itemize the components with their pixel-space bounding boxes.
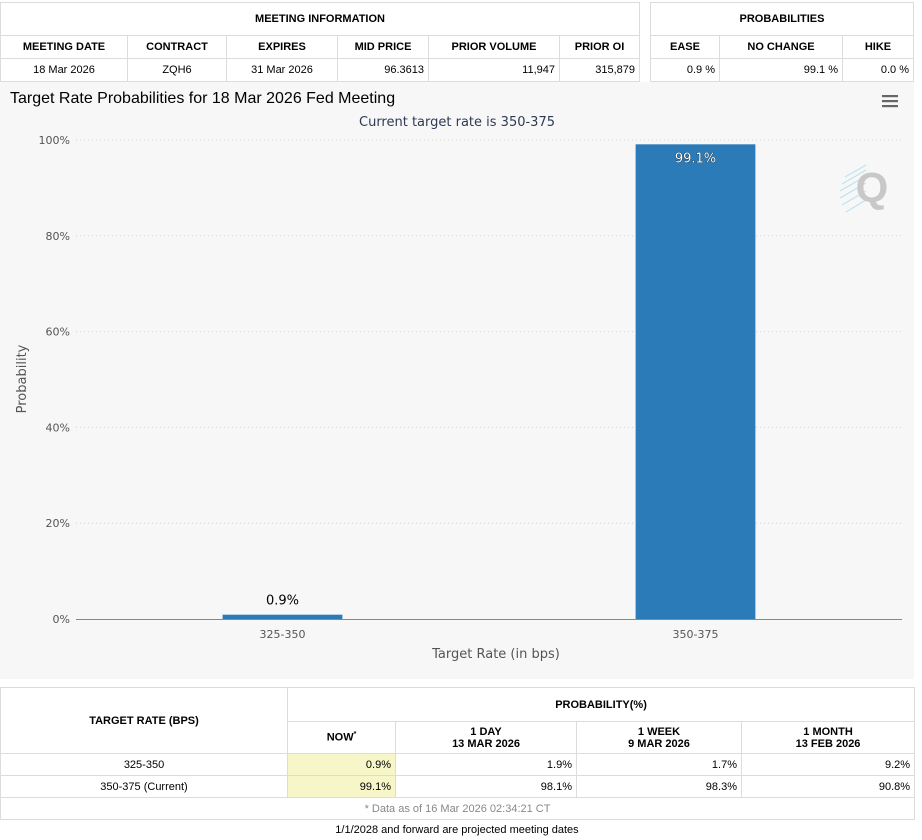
probability-chart: Target Rate Probabilities for 18 Mar 202… xyxy=(10,90,902,662)
bar-325-350 xyxy=(222,614,343,619)
rate-cell: 325-350 xyxy=(0,753,288,776)
col-1-week-label: 1 WEEK xyxy=(637,725,681,738)
col-meeting-date: MEETING DATE xyxy=(0,35,128,59)
data-label: 0.9% xyxy=(266,594,299,609)
y-tick-label: 80% xyxy=(46,230,70,243)
col-1-day-date: 13 MAR 2026 xyxy=(452,737,520,750)
chart-subtitle: Current target rate is 350-375 xyxy=(359,115,555,130)
col-expires: EXPIRES xyxy=(226,35,338,59)
col-1-day-label: 1 DAY xyxy=(470,725,502,738)
chart-panel: Target Rate Probabilities for 18 Mar 202… xyxy=(0,82,914,679)
col-prior-oi: PRIOR OI xyxy=(558,35,641,59)
bar-350-375 xyxy=(635,144,756,619)
x-axis-title: Target Rate (in bps) xyxy=(431,647,560,662)
now-cell: 0.9% xyxy=(287,753,396,776)
y-tick-label: 20% xyxy=(46,517,70,530)
one-month-cell: 90.8% xyxy=(740,775,916,798)
col-hike: HIKE xyxy=(841,35,915,59)
col-1-day: 1 DAY 13 MAR 2026 xyxy=(395,721,577,754)
col-target-rate: TARGET RATE (BPS) xyxy=(0,687,288,754)
col-now-sup: * xyxy=(353,731,357,739)
q-logo: Q xyxy=(839,164,889,213)
col-ease: EASE xyxy=(650,35,720,59)
x-tick-label: 350-375 xyxy=(673,628,719,641)
prior-oi-value: 315,879 xyxy=(558,58,641,82)
probability-history-table: TARGET RATE (BPS) PROBABILITY(%) NOW* 1 … xyxy=(0,687,916,820)
y-tick-label: 60% xyxy=(46,326,70,339)
x-tick-labels: 325-350 350-375 xyxy=(260,628,719,641)
footer-note: 1/1/2028 and forward are projected meeti… xyxy=(335,824,579,836)
no-change-value: 99.1 % xyxy=(719,58,843,82)
col-now: NOW* xyxy=(287,721,396,754)
contract-value: ZQH6 xyxy=(127,58,227,82)
table-row: 325-350 0.9% 1.9% 1.7% 9.2% xyxy=(0,753,916,776)
now-cell: 99.1% xyxy=(287,775,396,798)
one-day-cell: 98.1% xyxy=(395,775,577,798)
col-1-week: 1 WEEK 9 MAR 2026 xyxy=(576,721,742,754)
col-mid-price: MID PRICE xyxy=(337,35,429,59)
one-week-cell: 98.3% xyxy=(576,775,742,798)
chart-title: Target Rate Probabilities for 18 Mar 202… xyxy=(10,90,395,107)
ease-value: 0.9 % xyxy=(650,58,720,82)
y-tick-label: 100% xyxy=(39,134,70,147)
meeting-date-value: 18 Mar 2026 xyxy=(0,58,128,82)
y-tick-labels: 0% 20% 40% 60% 80% 100% xyxy=(39,134,70,626)
hike-value: 0.0 % xyxy=(841,58,915,82)
expires-value: 31 Mar 2026 xyxy=(226,58,338,82)
data-label: 99.1% xyxy=(675,151,716,166)
probabilities-table: PROBABILITIES EASE NO CHANGE HIKE 0.9 % … xyxy=(649,2,915,82)
table-row: 350-375 (Current) 99.1% 98.1% 98.3% 90.8… xyxy=(0,775,916,798)
probability-group-header: PROBABILITY(%) xyxy=(286,687,916,722)
col-no-change: NO CHANGE xyxy=(719,35,843,59)
meeting-information-title: MEETING INFORMATION xyxy=(0,2,641,36)
col-1-month: 1 MONTH 13 FEB 2026 xyxy=(740,721,916,754)
bars: 0.9% 99.1% xyxy=(222,144,756,619)
mid-price-value: 96.3613 xyxy=(337,58,429,82)
col-contract: CONTRACT xyxy=(127,35,227,59)
rate-cell: 350-375 (Current) xyxy=(0,775,288,798)
y-tick-label: 0% xyxy=(53,613,70,626)
grid-lines xyxy=(76,139,902,620)
data-timestamp-note: * Data as of 16 Mar 2026 02:34:21 CT xyxy=(0,797,916,820)
y-axis-title: Probability xyxy=(15,344,30,413)
y-tick-label: 40% xyxy=(46,421,70,434)
hamburger-menu-icon[interactable] xyxy=(880,94,900,110)
col-1-month-label: 1 MONTH xyxy=(803,725,853,738)
col-1-month-date: 13 FEB 2026 xyxy=(795,737,861,750)
meeting-information-table: MEETING INFORMATION MEETING DATE CONTRAC… xyxy=(0,2,641,82)
col-1-week-date: 9 MAR 2026 xyxy=(628,737,690,750)
probabilities-title: PROBABILITIES xyxy=(649,2,915,36)
one-month-cell: 9.2% xyxy=(740,753,916,776)
x-tick-label: 325-350 xyxy=(260,628,306,641)
col-prior-volume: PRIOR VOLUME xyxy=(428,35,560,59)
logo-letter: Q xyxy=(856,164,889,211)
one-day-cell: 1.9% xyxy=(395,753,577,776)
col-now-label: NOW xyxy=(326,731,354,744)
prior-volume-value: 11,947 xyxy=(428,58,560,82)
one-week-cell: 1.7% xyxy=(576,753,742,776)
